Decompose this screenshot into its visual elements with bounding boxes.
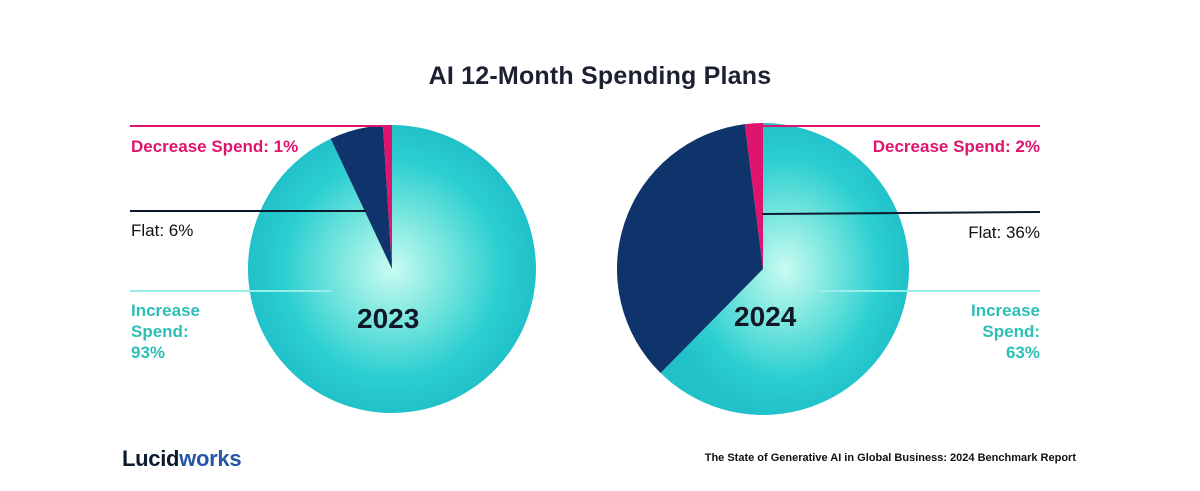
pie-2023-year-label: 2023 bbox=[357, 303, 420, 334]
label-decrease-2023: Decrease Spend: 1% bbox=[131, 137, 299, 156]
label-decrease-2024: Decrease Spend: 2% bbox=[872, 137, 1040, 156]
leader-line-flat-2024 bbox=[761, 211, 1041, 215]
source-note: The State of Generative AI in Global Bus… bbox=[704, 452, 1076, 464]
pie-2023-slice-increase bbox=[247, 125, 536, 413]
pie-2023-slice-decrease bbox=[382, 124, 392, 270]
label-increase-2023-line2: Spend: bbox=[131, 322, 189, 341]
brand-logo-main: Lucid bbox=[122, 446, 180, 471]
label-increase-2024-line1: Increase bbox=[971, 301, 1040, 320]
chart-title: AI 12-Month Spending Plans bbox=[428, 62, 772, 90]
label-increase-2023-line3: 93% bbox=[131, 343, 166, 362]
label-increase-2024-line3: 63% bbox=[1005, 343, 1040, 362]
brand-logo-accent: works bbox=[179, 446, 242, 471]
pie-2023-slice-flat bbox=[330, 125, 392, 269]
pie-2023 bbox=[247, 124, 536, 413]
label-increase-2023-line1: Increase bbox=[131, 301, 200, 320]
pie-2024 bbox=[617, 123, 909, 415]
label-flat-2024: Flat: 36% bbox=[968, 223, 1040, 242]
label-increase-2024-line2: Spend: bbox=[982, 322, 1040, 341]
pie-2024-year-label: 2024 bbox=[734, 301, 797, 332]
pie-2024-slice-flat bbox=[617, 124, 763, 374]
label-flat-2023: Flat: 6% bbox=[131, 221, 194, 240]
pie-2024-slice-increase bbox=[660, 123, 909, 415]
brand-logo: Lucidworks bbox=[122, 446, 242, 472]
pie-2024-slice-decrease bbox=[744, 123, 763, 269]
